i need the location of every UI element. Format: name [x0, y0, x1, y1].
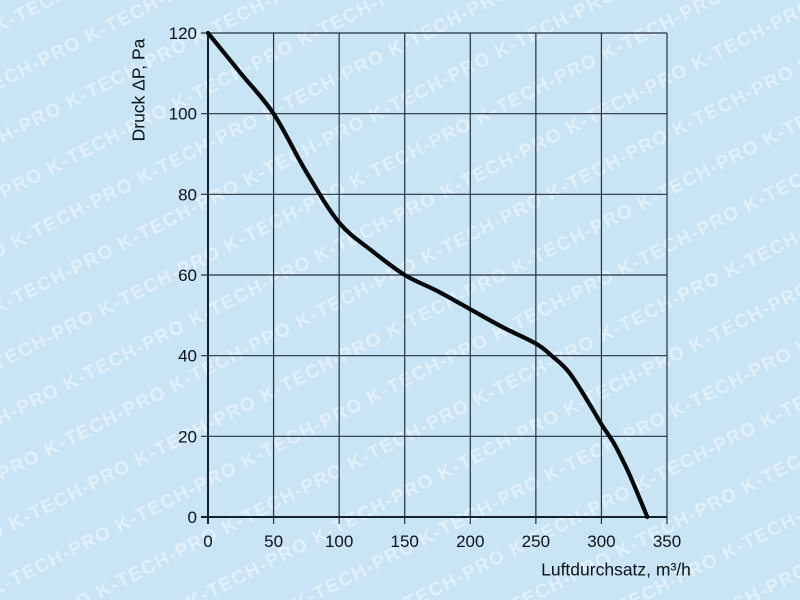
x-axis-title: Luftdurchsatz, m³/h	[541, 559, 691, 580]
x-tick-label: 300	[587, 532, 615, 551]
y-tick-label: 20	[178, 427, 197, 446]
y-tick-label: 0	[188, 508, 197, 527]
x-tick-label: 50	[264, 532, 283, 551]
pressure-curve	[205, 30, 650, 520]
y-tick-label: 80	[178, 185, 197, 204]
y-tick-label: 60	[178, 266, 197, 285]
x-tick-label: 100	[325, 532, 353, 551]
y-tick-label: 100	[169, 105, 197, 124]
x-tick-label: 150	[391, 532, 419, 551]
x-tick-label: 0	[203, 532, 212, 551]
x-tick-label: 250	[522, 532, 550, 551]
y-tick-label: 40	[178, 347, 197, 366]
y-axis-title: Druck ΔP, Pa	[128, 38, 149, 142]
x-tick-label: 350	[653, 532, 681, 551]
x-tick-label: 200	[456, 532, 484, 551]
y-tick-label: 120	[169, 24, 197, 43]
